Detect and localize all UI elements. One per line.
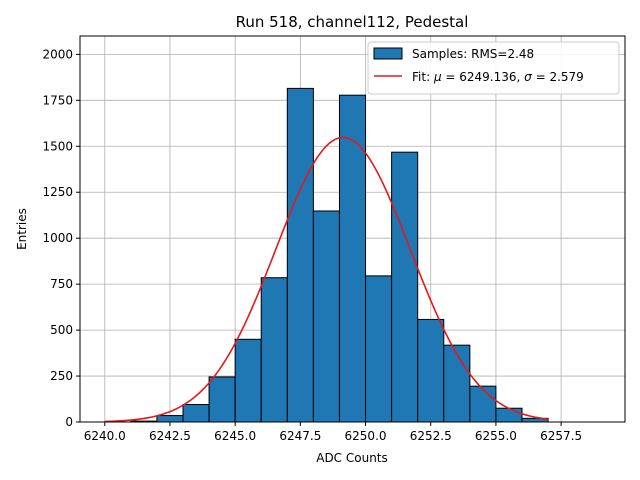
y-tick-label-1: 250 (50, 369, 73, 383)
x-tick-label-7: 6257.5 (540, 429, 582, 443)
chart-title: Run 518, channel112, Pedestal (236, 13, 469, 31)
legend-sigma-symbol: σ (524, 70, 532, 84)
x-tick-label-6: 6255.0 (475, 429, 517, 443)
histogram-bar-10 (365, 275, 393, 423)
histogram-bar-3 (182, 404, 210, 423)
legend-samples-label: Samples: RMS=2.48 (412, 47, 534, 61)
legend-box (367, 41, 620, 95)
y-tick-label-3: 750 (50, 277, 73, 291)
histogram-bars (130, 87, 549, 423)
x-tick-label-4: 6250.0 (345, 429, 387, 443)
y-tick-label-2: 500 (50, 323, 73, 337)
x-tick-label-5: 6252.5 (410, 429, 452, 443)
y-tick-label-5: 1250 (42, 185, 73, 199)
histogram-bar-12 (417, 318, 445, 423)
histogram-bar-6 (260, 277, 288, 423)
x-tick-label-3: 6247.5 (279, 429, 321, 443)
histogram-bar-11 (391, 151, 419, 423)
histogram-bar-4 (208, 376, 236, 423)
y-tick-label-0: 0 (65, 415, 73, 429)
histogram-bar-14 (469, 385, 497, 423)
legend-mu-value: = 6249.136, (442, 70, 525, 84)
y-axis-ticks: 0 250 500 750 1000 1250 1500 1750 2000 (42, 47, 80, 429)
legend-fit-label: Fit: μ = 6249.136, σ = 2.579 (412, 70, 584, 84)
legend-fit-prefix: Fit: (412, 70, 434, 84)
fit-curve (104, 136, 549, 423)
legend-sigma-value: = 2.579 (532, 70, 584, 84)
histogram-bar-15 (495, 407, 523, 423)
histogram-bar-7 (286, 87, 314, 423)
legend-mu-symbol: μ (433, 70, 442, 84)
x-tick-label-1: 6242.5 (149, 429, 191, 443)
x-tick-label-0: 6240.0 (84, 429, 126, 443)
x-tick-label-2: 6245.0 (214, 429, 256, 443)
fit-curve-group (104, 136, 549, 423)
histogram-bar-13 (443, 344, 471, 423)
legend-samples-swatch (373, 47, 403, 60)
histogram-bar-9 (338, 94, 367, 423)
x-axis-ticks: 6240.0 6242.5 6245.0 6247.5 6250.0 6252.5 6255… (84, 422, 582, 443)
histogram-bar-8 (312, 210, 340, 423)
plot-area-frame (79, 35, 626, 423)
y-axis-label: Entries (15, 208, 29, 250)
x-axis-label: ADC Counts (316, 451, 388, 465)
y-tick-label-4: 1000 (42, 231, 73, 245)
histogram-bar-5 (234, 338, 262, 423)
histogram-bar-2 (156, 415, 184, 423)
legend: Samples: RMS=2.48 Fit: μ = 6249.136, σ =… (367, 41, 620, 95)
y-tick-label-7: 1750 (42, 93, 73, 107)
y-tick-label-8: 2000 (42, 47, 73, 61)
y-tick-label-6: 1500 (42, 139, 73, 153)
